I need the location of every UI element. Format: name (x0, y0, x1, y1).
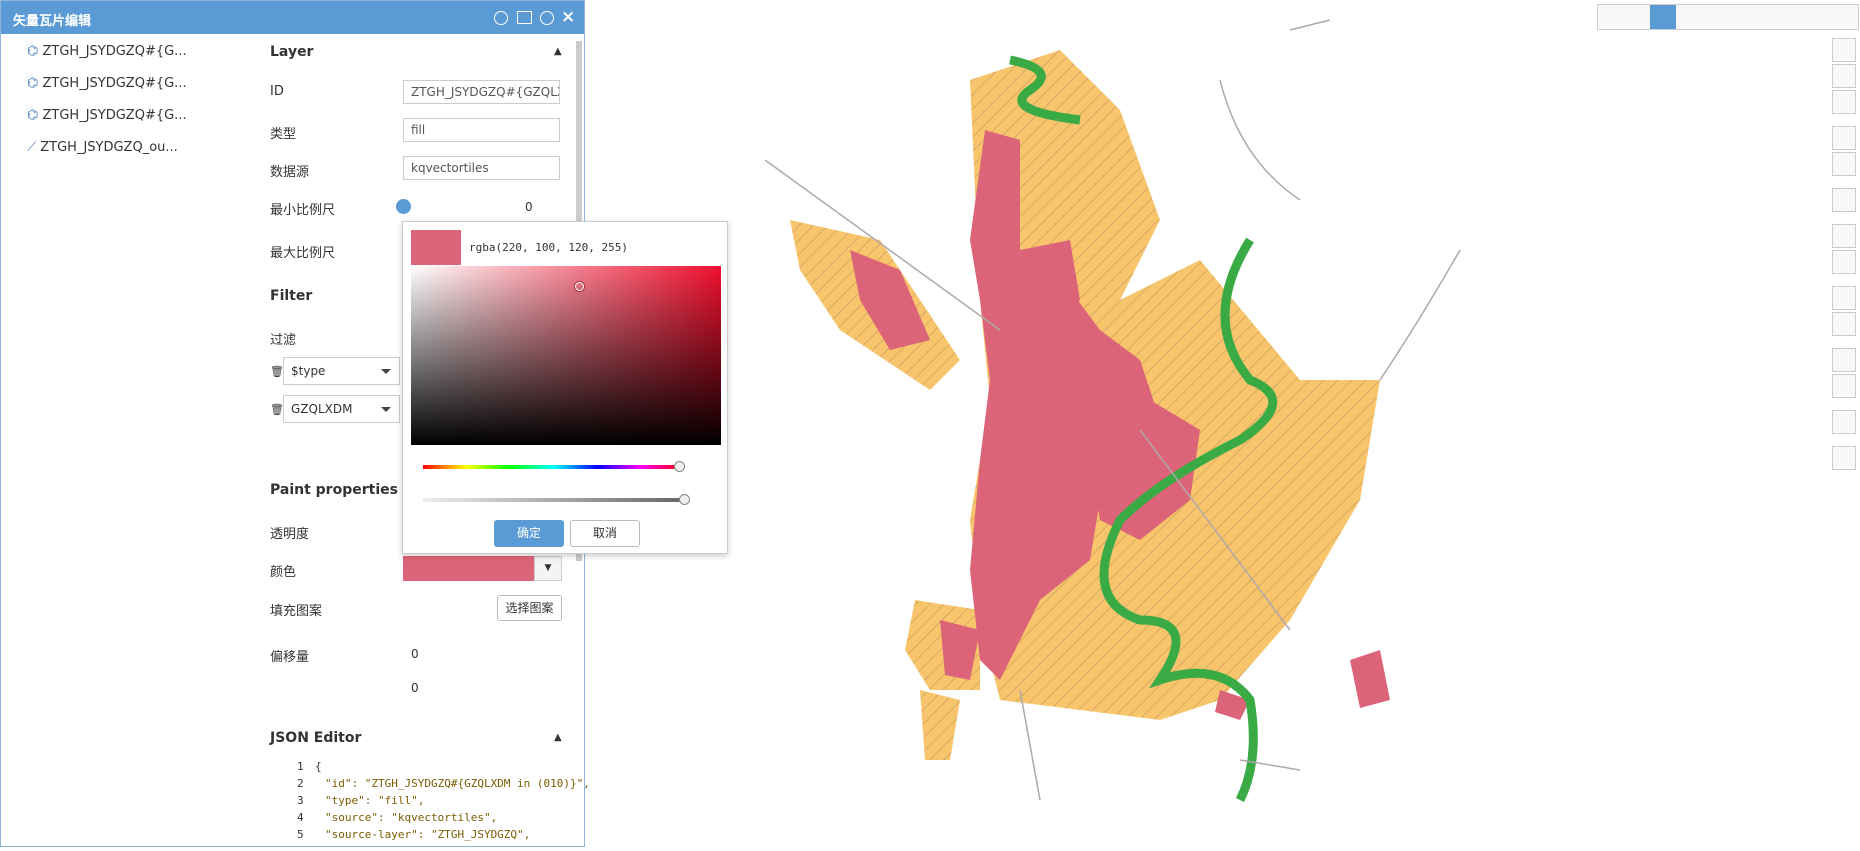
clip[interactable] (1832, 348, 1856, 372)
color-value: rgba(220, 100, 120, 255) (469, 241, 628, 254)
view[interactable] (1832, 374, 1856, 398)
json-line: "type": "fill", (325, 794, 425, 807)
side-toolbar (1832, 38, 1857, 478)
line-number: 5 (297, 828, 304, 841)
pan-tool[interactable] (1650, 5, 1676, 29)
bookmark[interactable] (1832, 188, 1856, 212)
line-number: 1 (297, 760, 304, 773)
hue-handle[interactable] (674, 461, 685, 472)
measure[interactable] (1832, 126, 1856, 150)
line-number: 4 (297, 811, 304, 824)
text-input[interactable]: fill (403, 118, 560, 142)
full-extent[interactable] (1832, 90, 1856, 114)
close-button[interactable]: × (561, 7, 576, 27)
json-line: { (315, 760, 322, 773)
pattern-button[interactable]: 选择图案 (497, 595, 562, 621)
legend[interactable] (1832, 224, 1856, 248)
section-title[interactable]: Paint properties (270, 482, 398, 498)
picker-swatch (411, 230, 461, 265)
alpha-handle[interactable] (679, 494, 690, 505)
layer-item[interactable]: ⌬ ZTGH_JSYDGZQ#{G... (27, 76, 187, 91)
layer-item[interactable]: ⌬ ZTGH_JSYDGZQ#{G... (27, 108, 187, 123)
line-number: 2 (297, 777, 304, 790)
field-label: ID (270, 84, 284, 99)
zoom-in[interactable] (1832, 38, 1856, 62)
field-label: 最小比例尺 (270, 203, 336, 218)
offset-value: 0 (411, 681, 419, 695)
layers[interactable] (1832, 312, 1856, 336)
filter-select[interactable]: GZQLXDM (283, 395, 400, 423)
layer-name: ZTGH_JSYDGZQ#{G... (42, 76, 187, 91)
collapse-icon[interactable]: ▲ (554, 732, 562, 743)
cancel-button[interactable]: 取消 (570, 520, 640, 547)
offset-value: 0 (411, 647, 419, 661)
zoom-out[interactable] (1832, 64, 1856, 88)
slider-value: 0 (525, 200, 533, 214)
field-label: 填充图案 (270, 604, 323, 619)
panel-title: 矢量瓦片编辑 (13, 14, 92, 29)
hue-slider[interactable] (423, 465, 684, 469)
info-button[interactable] (540, 11, 554, 25)
layer-name: ZTGH_JSYDGZQ#{G... (42, 108, 187, 123)
globe-button[interactable] (494, 11, 508, 25)
layer-name: ZTGH_JSYDGZQ_ou... (40, 140, 178, 155)
color-dropdown[interactable]: ▼ (534, 556, 562, 581)
color-cursor[interactable] (575, 282, 584, 291)
filter-select[interactable]: $type (283, 357, 400, 385)
map (764, 19, 1461, 803)
locate[interactable] (1832, 446, 1856, 470)
section-title[interactable]: Filter (270, 288, 313, 304)
json-line: "source": "kqvectortiles", (325, 811, 498, 824)
field-label: 最大比例尺 (270, 246, 336, 261)
json-line: "source-layer": "ZTGH_JSYDGZQ", (325, 828, 531, 841)
area[interactable] (1832, 152, 1856, 176)
slider-handle[interactable] (396, 199, 411, 214)
line-number: 3 (297, 794, 304, 807)
swipe[interactable] (1832, 250, 1856, 274)
compare[interactable] (1832, 286, 1856, 310)
alpha-slider[interactable] (423, 498, 684, 502)
delete-icon[interactable]: 🗑 (270, 403, 284, 416)
text-input[interactable]: kqvectortiles (403, 156, 560, 180)
color-picker: rgba(220, 100, 120, 255) 确定 取消 (402, 221, 728, 554)
delete-icon[interactable]: 🗑 (270, 365, 284, 378)
print[interactable] (1832, 410, 1856, 434)
window-button[interactable] (517, 11, 532, 24)
saturation-area[interactable] (411, 266, 721, 445)
map-features (764, 19, 1461, 803)
field-label: 数据源 (270, 165, 310, 180)
field-label: 过滤 (270, 333, 297, 348)
json-line: "id": "ZTGH_JSYDGZQ#{GZQLXDM in (010)}", (325, 777, 590, 790)
field-label: 类型 (270, 127, 297, 142)
layer-name: ZTGH_JSYDGZQ#{G... (42, 44, 187, 59)
map-toolbar (1597, 4, 1859, 30)
section-title[interactable]: Layer (270, 44, 314, 60)
collapse-icon[interactable]: ▲ (554, 46, 562, 57)
color-swatch[interactable] (403, 556, 534, 581)
field-label: 偏移量 (270, 650, 310, 665)
field-label: 颜色 (270, 565, 297, 580)
layer-item[interactable]: ⟋ ZTGH_JSYDGZQ_ou... (27, 140, 178, 155)
ok-button[interactable]: 确定 (494, 520, 564, 547)
text-input[interactable]: ZTGH_JSYDGZQ#{GZQLXD (403, 80, 560, 104)
field-label: 透明度 (270, 527, 310, 542)
section-title[interactable]: JSON Editor (270, 730, 362, 746)
layer-item[interactable]: ⌬ ZTGH_JSYDGZQ#{G... (27, 44, 187, 59)
panel-header: 矢量瓦片编辑 × (1, 1, 584, 34)
